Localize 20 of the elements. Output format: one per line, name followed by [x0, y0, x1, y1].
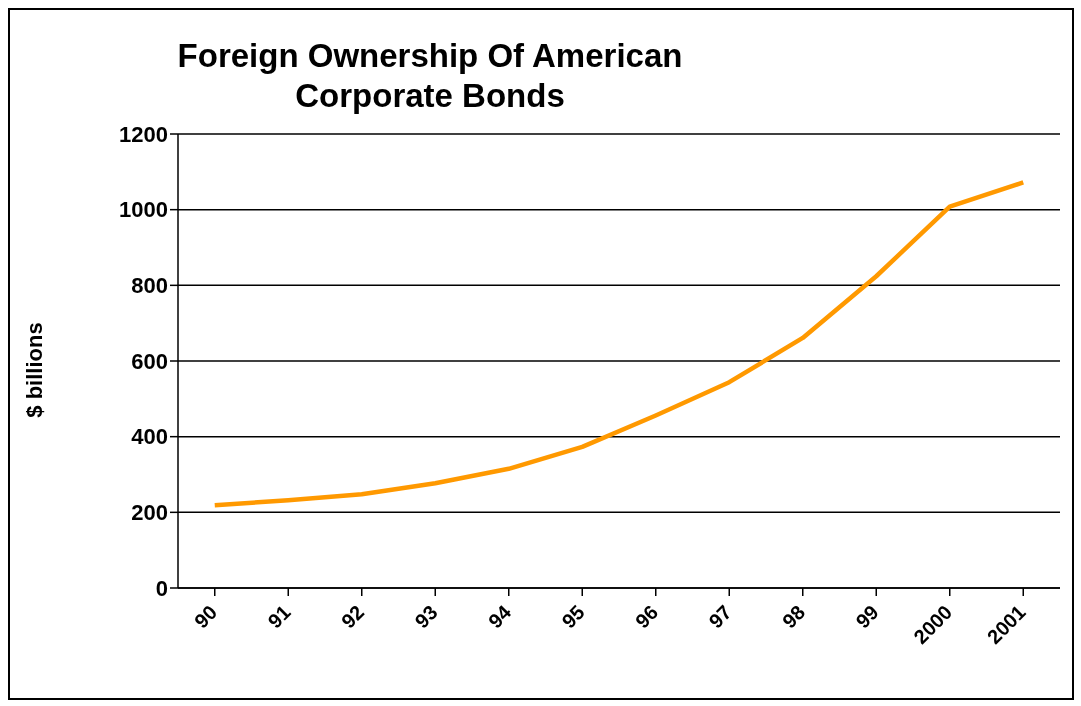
y-tick-label: 600 — [131, 348, 168, 374]
line-series — [212, 180, 1026, 508]
x-tick-label: 93 — [410, 601, 442, 633]
x-tick-label: 94 — [484, 600, 516, 633]
y-tick-label: 1200 — [119, 121, 168, 147]
x-tick-label: 98 — [778, 601, 810, 633]
x-tick-label: 97 — [704, 601, 736, 633]
y-tick-label: 0 — [155, 575, 168, 601]
x-tick-label: 96 — [631, 601, 663, 633]
chart-title: Foreign Ownership Of American Corporate Bonds — [176, 36, 684, 116]
x-tick-label: 92 — [337, 601, 369, 633]
y-tick-label: 400 — [131, 424, 168, 450]
x-tick-label: 90 — [190, 601, 222, 633]
x-tick-label: 91 — [263, 601, 295, 633]
y-axis-title: $ billions — [22, 322, 48, 418]
x-tick-label: 95 — [557, 601, 589, 633]
y-tick-label: 800 — [131, 273, 168, 299]
y-tick-label: 200 — [131, 500, 168, 526]
y-tick-label: 1000 — [119, 197, 168, 223]
x-tick-label: 99 — [851, 601, 883, 633]
